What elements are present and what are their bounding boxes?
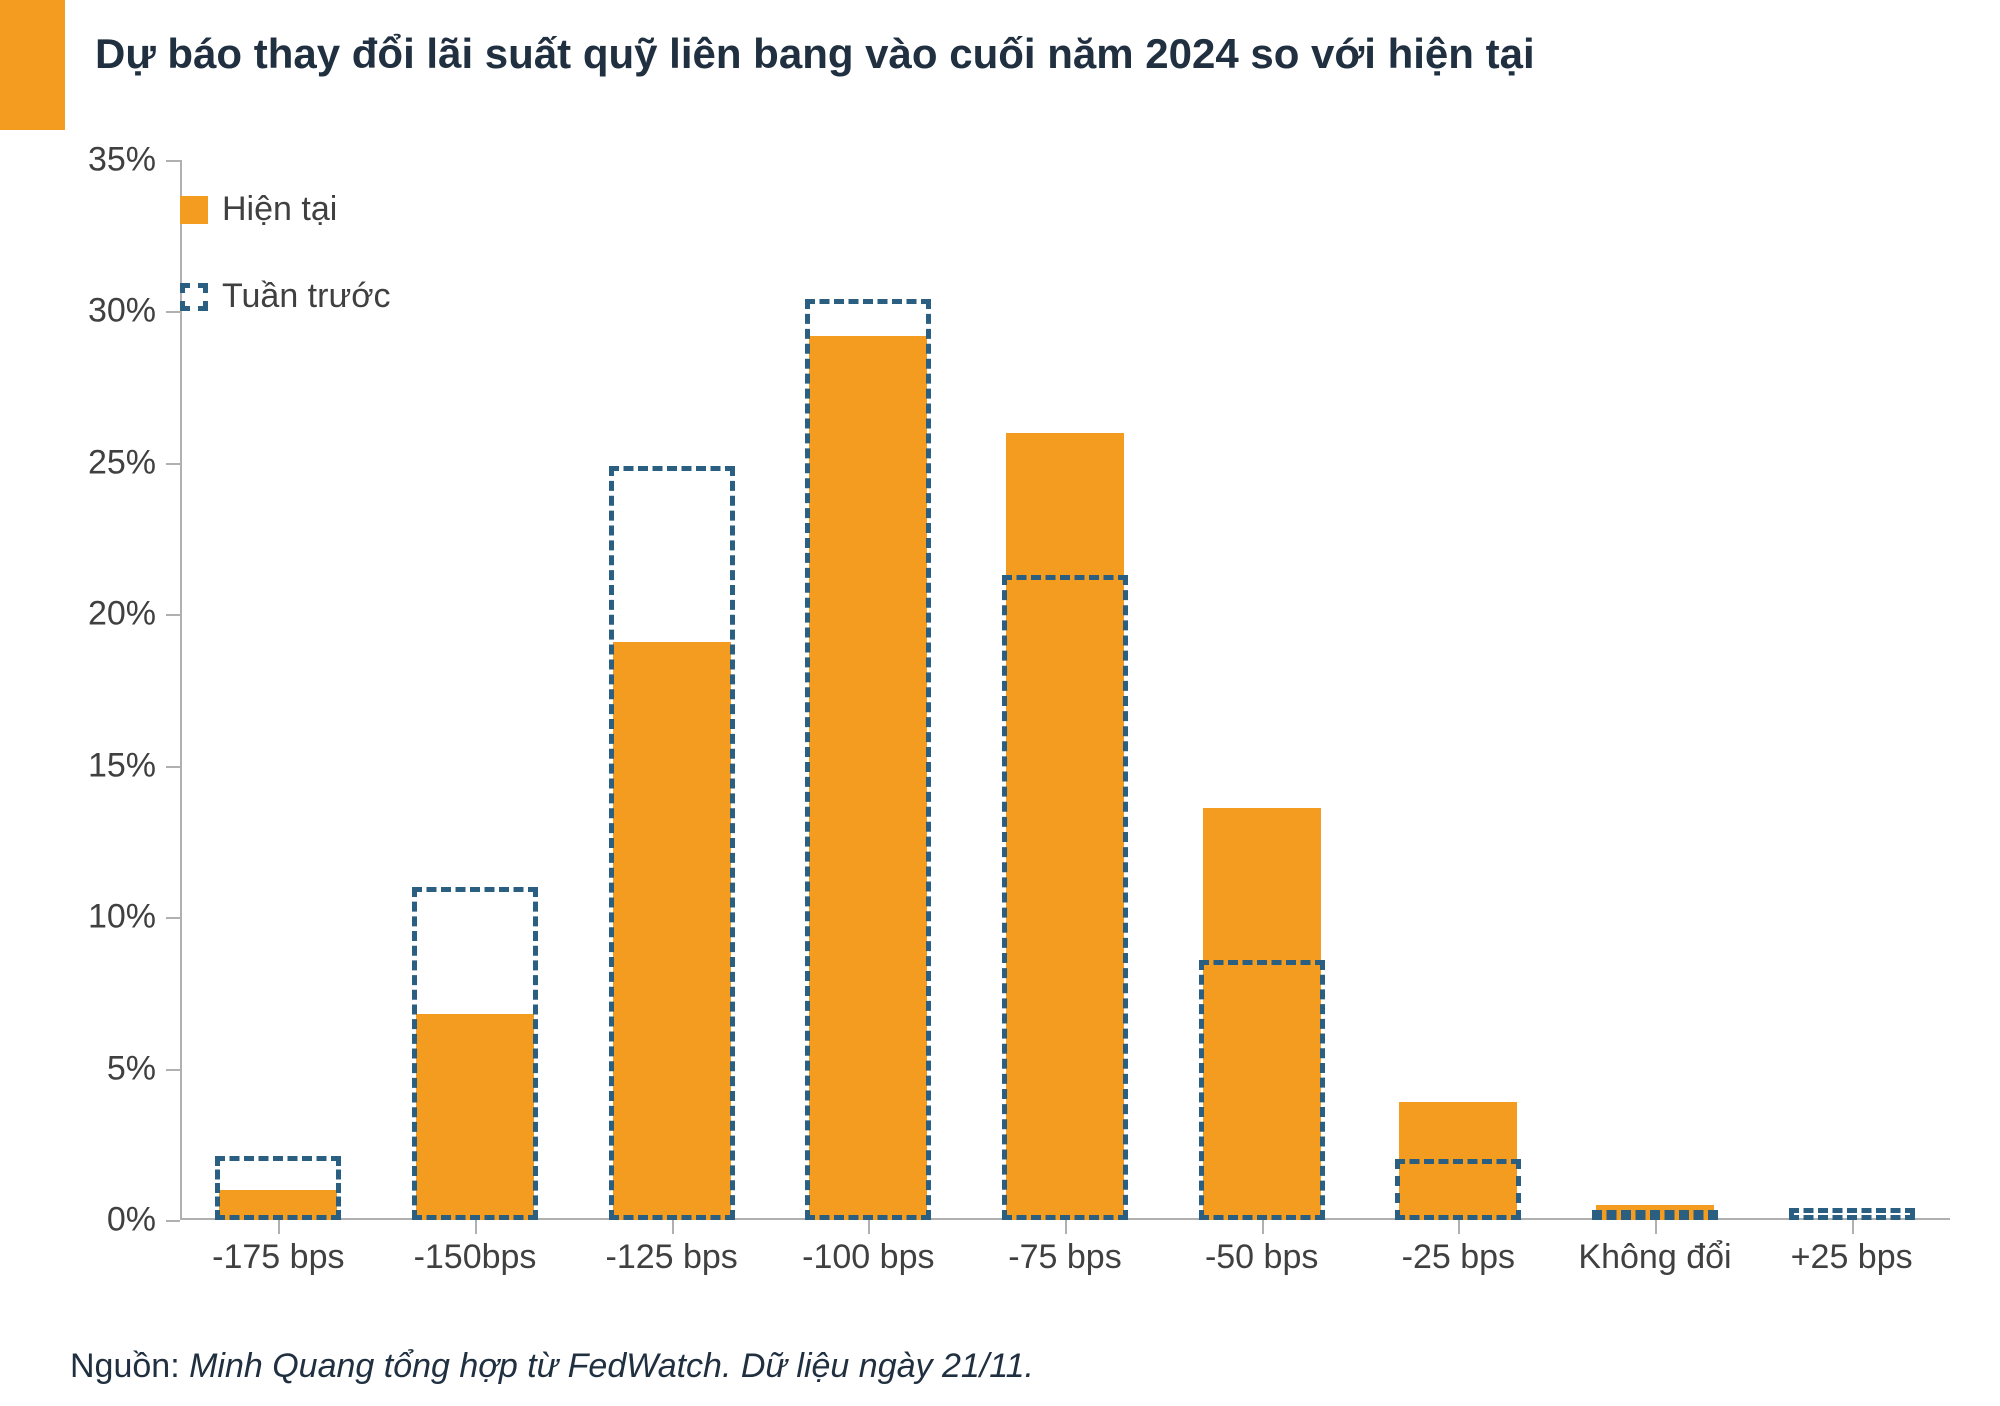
- legend-item-lastweek: Tuần trước: [180, 277, 391, 316]
- y-tick-label: 30%: [88, 292, 180, 331]
- x-tick-label: -75 bps: [1008, 1220, 1121, 1277]
- legend-swatch-solid-icon: [180, 196, 208, 224]
- source-prefix: Nguồn:: [70, 1347, 189, 1385]
- x-tick-label: -125 bps: [605, 1220, 737, 1277]
- legend-swatch-dashed-icon: [180, 283, 208, 311]
- bar-lastweek-outline: [215, 1156, 341, 1220]
- x-tick-label: -150bps: [414, 1220, 537, 1277]
- y-tick-label: 0%: [107, 1201, 180, 1240]
- x-tick-label: +25 bps: [1791, 1220, 1913, 1277]
- bar-lastweek-outline: [1395, 1159, 1521, 1220]
- bar-lastweek-outline: [412, 887, 538, 1220]
- x-tick-label: Không đổi: [1578, 1220, 1731, 1277]
- title-accent-block: [0, 0, 65, 130]
- bar-lastweek-outline: [805, 299, 931, 1220]
- bar-lastweek-outline: [609, 466, 735, 1220]
- y-tick-label: 35%: [88, 141, 180, 180]
- chart-title: Dự báo thay đổi lãi suất quỹ liên bang v…: [95, 30, 1535, 78]
- x-tick-label: -175 bps: [212, 1220, 344, 1277]
- source-italic: Minh Quang tổng hợp từ FedWatch. Dữ liệu…: [189, 1347, 1034, 1385]
- x-tick-label: -100 bps: [802, 1220, 934, 1277]
- y-tick-label: 5%: [107, 1049, 180, 1088]
- y-tick-label: 20%: [88, 595, 180, 634]
- x-tick-label: -50 bps: [1205, 1220, 1318, 1277]
- x-tick-label: -25 bps: [1402, 1220, 1515, 1277]
- legend-label-lastweek: Tuần trước: [222, 277, 391, 316]
- y-tick-label: 25%: [88, 443, 180, 482]
- y-tick-label: 10%: [88, 898, 180, 937]
- legend: Hiện tại Tuần trước: [180, 190, 391, 316]
- plot-area: 0%5%10%15%20%25%30%35%-175 bps-150bps-12…: [180, 160, 1950, 1220]
- bar-lastweek-outline: [1592, 1210, 1718, 1220]
- source-caption: Nguồn: Minh Quang tổng hợp từ FedWatch. …: [70, 1347, 1034, 1386]
- bar-lastweek-outline: [1002, 575, 1128, 1220]
- bar-lastweek-outline: [1199, 960, 1325, 1220]
- y-axis: [180, 160, 182, 1220]
- legend-label-current: Hiện tại: [222, 190, 337, 229]
- bar-lastweek-outline: [1789, 1208, 1915, 1220]
- legend-item-current: Hiện tại: [180, 190, 391, 229]
- y-tick-label: 15%: [88, 746, 180, 785]
